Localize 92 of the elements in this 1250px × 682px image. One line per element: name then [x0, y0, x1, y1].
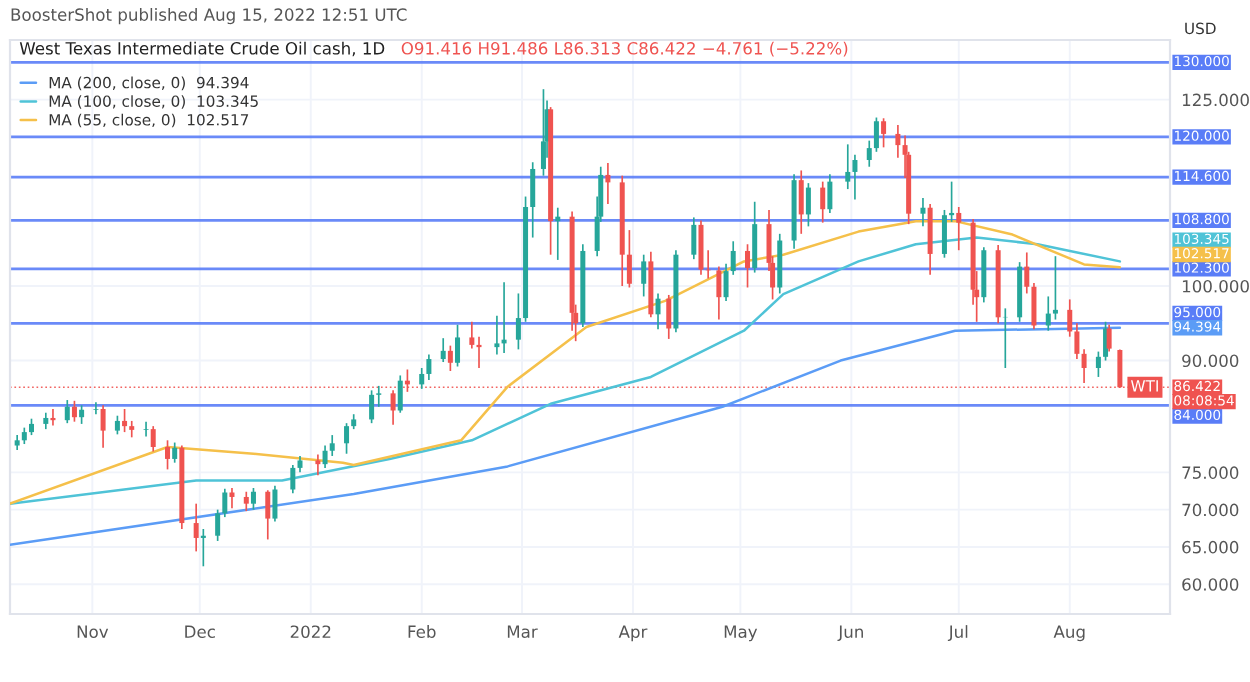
candlestick [515, 292, 521, 351]
x-tick-label: Nov [77, 625, 109, 639]
candlestick [390, 389, 396, 426]
candlestick [272, 484, 278, 523]
candlestick [641, 253, 647, 298]
candlestick [122, 408, 128, 433]
candlestick [920, 197, 926, 228]
candlestick [455, 323, 461, 368]
candlestick [941, 209, 947, 259]
candlestick [79, 404, 85, 425]
candlestick [114, 414, 120, 436]
candlestick [150, 425, 156, 453]
candlestick [655, 292, 661, 331]
chart-title: West Texas Intermediate Crude Oil cash, 1D [19, 41, 385, 57]
candlestick [290, 464, 296, 495]
candlestick [752, 200, 758, 274]
y-tick-label: 75.000 [1182, 466, 1239, 479]
candlestick [250, 487, 256, 511]
candlestick [798, 169, 804, 235]
candlestick [530, 161, 536, 239]
x-tick-label: 2022 [290, 625, 331, 639]
candlestick [315, 453, 321, 477]
y-tick-label: 70.000 [1182, 503, 1239, 517]
x-tick-label: Jul [947, 625, 968, 642]
candlestick [540, 88, 546, 177]
candlestick [397, 374, 403, 414]
x-tick-label: Dec [185, 625, 215, 639]
y-tick-label: 65.000 [1182, 540, 1239, 554]
candlestick [1106, 323, 1112, 353]
candlestick [745, 243, 751, 289]
candlestick [165, 439, 171, 471]
candlestick [494, 314, 500, 356]
candlestick [193, 502, 199, 553]
candlestick [881, 117, 887, 149]
candlestick [981, 246, 987, 304]
x-tick-label: May [724, 625, 758, 642]
candlestick [666, 294, 672, 340]
candlestick [93, 401, 99, 416]
candlestick [827, 173, 833, 214]
candlestick [71, 399, 77, 423]
line-series [10, 326, 1122, 546]
x-tick-label: Feb [408, 625, 436, 639]
candlestick [447, 344, 453, 372]
candlestick [265, 489, 271, 541]
candlestick [440, 337, 446, 363]
candlestick [50, 408, 56, 427]
candlestick [476, 335, 482, 369]
candlestick [698, 219, 704, 276]
y-tick-label: 90.000 [1182, 354, 1239, 368]
y-tick-label: 60.000 [1182, 578, 1239, 591]
candlestick [820, 180, 826, 224]
y-tick-label: 125.000 [1182, 93, 1249, 107]
chart-subtitle: O91.416 H91.486 L86.313 C86.422 −4.761 (−5.22%) [401, 41, 848, 57]
candlestick [376, 385, 382, 408]
candlestick [626, 229, 632, 289]
x-tick-label: Mar [507, 625, 538, 639]
candlestick [927, 203, 933, 276]
candlestick [419, 367, 425, 390]
candlestick [716, 265, 722, 321]
candlestick [143, 420, 149, 438]
candlestick [100, 404, 106, 449]
candlestick [605, 162, 611, 205]
candlestick [329, 434, 335, 457]
candlestick [1095, 350, 1101, 378]
text: BoosterShot published Aug 15, 2022 12:51 UTC [11, 8, 407, 25]
candlestick [895, 124, 901, 159]
candlestick [1052, 255, 1058, 321]
candlestick [229, 487, 235, 509]
candlestick [222, 487, 228, 518]
candlestick [805, 182, 811, 228]
candlestick [215, 508, 221, 542]
x-tick-label: Apr [618, 625, 648, 642]
candlestick [344, 422, 350, 455]
candlestick [949, 180, 955, 223]
candlestick [555, 206, 561, 261]
candlestick [866, 139, 872, 168]
candlestick [200, 528, 206, 568]
y-tick-label: 100.000 [1182, 279, 1249, 293]
candlestick [956, 206, 962, 252]
candlestick [64, 399, 70, 424]
candlestick [845, 143, 851, 190]
candlestick [777, 232, 783, 295]
candlestick [1045, 295, 1051, 332]
x-tick-label: Aug [1053, 625, 1085, 642]
candlestick [469, 320, 475, 350]
candlestick [426, 353, 432, 381]
x-tick-label: Jun [837, 625, 863, 642]
candlestick [172, 441, 178, 464]
candlestick [691, 216, 697, 260]
candlestick [369, 389, 375, 424]
candlestick [873, 116, 879, 153]
candlestick [243, 490, 249, 512]
